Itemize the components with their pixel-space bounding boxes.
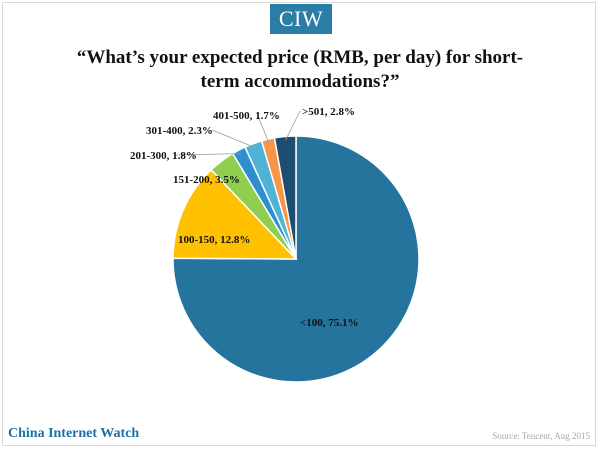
- slice-label: <100, 75.1%: [300, 317, 359, 329]
- slice-label: 100-150, 12.8%: [178, 234, 250, 246]
- chart-title: “What’s your expected price (RMB, per da…: [76, 47, 524, 92]
- brand-footer: China Internet Watch: [8, 426, 140, 441]
- leader-line: [257, 115, 270, 144]
- leader-line: [285, 110, 301, 141]
- pie-slice-100-150: [172, 168, 298, 260]
- ciw-logo: CIW: [270, 4, 332, 34]
- slice-label: 201-300, 1.8%: [130, 150, 197, 162]
- slice-label: 151-200, 3.5%: [173, 174, 240, 186]
- pie-slice-501: [273, 135, 297, 260]
- leader-line: [211, 129, 255, 148]
- slice-label: 301-400, 2.3%: [146, 125, 213, 137]
- slice-label: 401-500, 1.7%: [213, 110, 280, 122]
- source-note: Source: Tencent, Aug 2015: [492, 431, 590, 441]
- pie-slice-100: [172, 135, 420, 383]
- leader-line: [174, 153, 241, 156]
- chart-frame: [2, 2, 596, 446]
- slice-label: >501, 2.8%: [302, 106, 355, 118]
